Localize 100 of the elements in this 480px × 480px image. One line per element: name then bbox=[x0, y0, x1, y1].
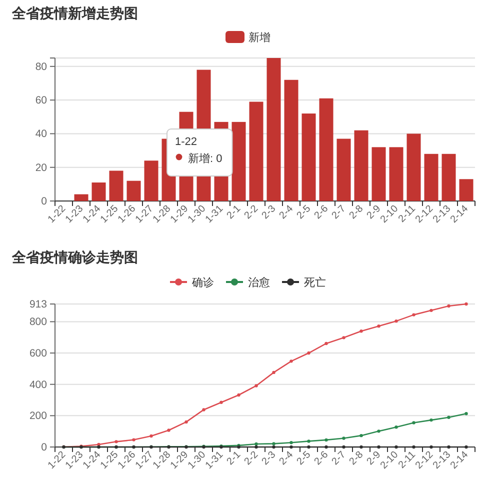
bar bbox=[284, 80, 298, 201]
point bbox=[360, 329, 363, 333]
y-tick-label: 0 bbox=[41, 196, 48, 208]
point bbox=[114, 440, 118, 444]
point bbox=[290, 360, 293, 363]
legend-label: 死亡 bbox=[304, 276, 326, 289]
point bbox=[290, 445, 293, 449]
point bbox=[430, 445, 433, 449]
point bbox=[220, 400, 223, 404]
bar bbox=[92, 182, 106, 201]
bar bbox=[249, 102, 264, 201]
point bbox=[254, 384, 258, 388]
bar bbox=[302, 114, 316, 201]
point bbox=[272, 442, 276, 446]
point bbox=[447, 445, 450, 449]
x-tick-label: 2-6 bbox=[312, 203, 331, 222]
point bbox=[307, 445, 310, 449]
bar bbox=[389, 147, 404, 201]
point bbox=[324, 438, 328, 442]
point bbox=[184, 420, 188, 424]
legend-label: 新增 bbox=[248, 31, 270, 44]
bar bbox=[126, 180, 141, 201]
point bbox=[150, 434, 153, 438]
point bbox=[272, 370, 276, 374]
y-tick-label: 913 bbox=[29, 298, 48, 310]
point bbox=[412, 445, 416, 449]
x-tick-label: 2-8 bbox=[347, 449, 366, 468]
bar bbox=[442, 154, 456, 201]
point bbox=[167, 428, 170, 432]
point bbox=[132, 438, 136, 442]
point bbox=[377, 430, 380, 433]
x-tick-label: 2-4 bbox=[277, 203, 296, 222]
x-tick-label: 2-2 bbox=[242, 449, 261, 468]
point bbox=[412, 313, 416, 316]
point bbox=[464, 445, 468, 449]
point bbox=[360, 434, 363, 438]
point bbox=[307, 351, 310, 355]
bar bbox=[424, 154, 438, 201]
point bbox=[237, 393, 240, 397]
bar bbox=[144, 160, 158, 201]
x-tick-label: 2-7 bbox=[330, 449, 348, 468]
x-tick-label: 2-6 bbox=[312, 449, 331, 468]
point bbox=[447, 304, 450, 308]
point bbox=[430, 308, 433, 312]
point bbox=[377, 324, 380, 328]
bar bbox=[372, 147, 386, 201]
x-tick-label: 2-8 bbox=[347, 203, 366, 222]
y-tick-label: 40 bbox=[35, 128, 48, 140]
point bbox=[464, 302, 468, 306]
x-tick-label: 2-1 bbox=[224, 203, 244, 222]
bar bbox=[266, 58, 281, 201]
point bbox=[464, 412, 468, 416]
point bbox=[394, 426, 398, 429]
point bbox=[447, 416, 450, 419]
bar bbox=[109, 170, 124, 201]
point bbox=[342, 436, 346, 440]
point bbox=[342, 445, 346, 449]
point bbox=[324, 342, 328, 346]
point bbox=[254, 445, 258, 449]
point bbox=[430, 418, 433, 422]
point bbox=[360, 445, 363, 449]
x-tick-label: 2-5 bbox=[294, 449, 314, 468]
bar bbox=[319, 98, 334, 201]
point bbox=[254, 442, 258, 446]
y-tick-label: 0 bbox=[41, 442, 48, 454]
chart-title: 全省疫情确诊走势图 bbox=[11, 249, 138, 265]
y-tick-label: 60 bbox=[35, 94, 48, 107]
y-tick-label: 200 bbox=[29, 410, 48, 422]
bar bbox=[232, 122, 246, 201]
x-tick-label: 2-1 bbox=[224, 449, 244, 468]
legend-label: 治愈 bbox=[248, 276, 270, 289]
x-tick-label: 2-2 bbox=[242, 203, 261, 222]
point bbox=[272, 445, 276, 449]
x-tick-label: 2-3 bbox=[260, 449, 278, 468]
point bbox=[290, 441, 293, 444]
bar bbox=[354, 130, 368, 201]
point bbox=[394, 319, 398, 323]
y-tick-label: 400 bbox=[29, 378, 48, 391]
y-tick-label: 80 bbox=[35, 60, 48, 73]
point bbox=[324, 445, 328, 449]
y-tick-label: 800 bbox=[29, 316, 48, 328]
x-tick-label: 2-4 bbox=[277, 449, 296, 468]
annotation: 1-22 新增: 0 bbox=[175, 136, 222, 165]
x-tick-label: 2-5 bbox=[294, 203, 314, 222]
point bbox=[97, 442, 100, 446]
point bbox=[307, 440, 310, 443]
x-tick-label: 2-3 bbox=[260, 203, 278, 222]
point bbox=[412, 421, 416, 424]
point bbox=[377, 445, 380, 449]
bar bbox=[74, 194, 88, 201]
bar bbox=[459, 179, 474, 201]
bar bbox=[336, 138, 351, 201]
chart-title: 全省疫情新增走势图 bbox=[11, 5, 138, 21]
legend-label: 确诊 bbox=[191, 277, 214, 289]
x-tick-label: 2-7 bbox=[330, 203, 348, 222]
point bbox=[394, 445, 398, 449]
y-tick-label: 20 bbox=[35, 162, 48, 174]
point bbox=[202, 408, 206, 412]
y-tick-label: 600 bbox=[29, 348, 48, 360]
bar bbox=[406, 134, 421, 201]
